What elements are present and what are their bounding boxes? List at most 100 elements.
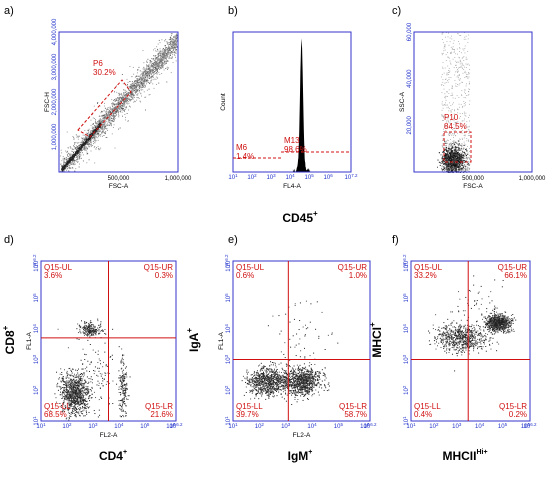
data-point (167, 60, 169, 62)
data-point (153, 63, 155, 65)
data-point (452, 141, 454, 142)
data-point (116, 111, 118, 113)
data-point (458, 103, 460, 105)
data-point (62, 156, 64, 158)
data-point (91, 130, 93, 132)
data-point (134, 88, 136, 89)
data-point (444, 104, 445, 105)
data-point (54, 393, 56, 395)
data-point (458, 158, 460, 160)
data-point (450, 63, 452, 65)
data-point (469, 103, 470, 105)
data-point (78, 380, 80, 382)
data-point (445, 159, 447, 161)
data-point (110, 117, 112, 119)
data-point (446, 120, 448, 122)
data-point (152, 65, 153, 67)
data-point (137, 90, 138, 91)
data-point (447, 163, 449, 165)
data-point (460, 165, 462, 167)
data-point (78, 381, 80, 383)
data-point (152, 83, 154, 85)
data-point (442, 104, 444, 106)
data-point (117, 109, 119, 111)
data-point (62, 158, 64, 160)
data-point (136, 91, 138, 93)
data-point (64, 164, 66, 166)
data-point (468, 76, 470, 78)
data-point (155, 64, 157, 66)
data-point (66, 158, 68, 160)
data-point (447, 167, 449, 169)
data-point (450, 156, 452, 158)
data-point (165, 57, 167, 59)
data-point (129, 106, 131, 108)
data-point (459, 61, 461, 63)
data-point (169, 49, 171, 51)
data-point (152, 70, 154, 72)
data-point (450, 145, 451, 147)
data-point (118, 105, 120, 107)
data-point (444, 125, 445, 126)
data-point (94, 136, 96, 138)
data-point (461, 167, 463, 169)
data-point (459, 153, 461, 155)
data-point (87, 139, 89, 141)
data-point (109, 110, 111, 112)
data-point (140, 80, 142, 82)
data-point (90, 150, 92, 152)
data-point (128, 92, 129, 94)
data-point (133, 73, 135, 75)
data-point (447, 132, 449, 133)
data-point (130, 83, 132, 85)
data-point (448, 169, 450, 171)
data-point (78, 151, 80, 153)
data-point (137, 93, 139, 95)
data-point (444, 157, 446, 159)
data-point (458, 169, 460, 171)
data-point (72, 379, 74, 381)
data-point (450, 170, 452, 172)
data-point (70, 156, 72, 158)
data-point (129, 85, 131, 87)
data-point (72, 160, 74, 162)
data-point (71, 160, 73, 162)
data-point (83, 143, 85, 145)
data-point (88, 146, 90, 148)
data-point (444, 150, 445, 152)
data-point (82, 383, 84, 385)
data-point (465, 76, 467, 77)
data-point (72, 167, 74, 169)
data-point (63, 389, 65, 391)
data-point (449, 148, 451, 150)
data-point (156, 62, 158, 64)
data-point (94, 130, 96, 132)
data-point (441, 170, 443, 171)
data-point (128, 109, 129, 111)
data-point (447, 148, 449, 150)
data-point (465, 95, 467, 96)
data-point (172, 49, 174, 51)
data-point (452, 170, 454, 171)
data-point (78, 404, 80, 406)
data-point (454, 166, 456, 168)
data-point (74, 401, 76, 403)
data-point (161, 53, 163, 55)
data-point (71, 158, 73, 160)
data-point (143, 62, 145, 64)
data-point (80, 143, 82, 145)
data-point (80, 154, 82, 156)
data-point (135, 84, 136, 86)
data-point (140, 93, 142, 95)
data-point (457, 144, 459, 146)
data-point (456, 76, 458, 78)
data-point (115, 112, 116, 114)
data-point (153, 73, 155, 75)
data-point (443, 160, 445, 162)
data-point (64, 161, 66, 163)
data-point (151, 69, 153, 71)
data-point (455, 123, 457, 125)
data-point (170, 53, 172, 55)
data-point (455, 170, 457, 172)
data-point (79, 147, 81, 149)
